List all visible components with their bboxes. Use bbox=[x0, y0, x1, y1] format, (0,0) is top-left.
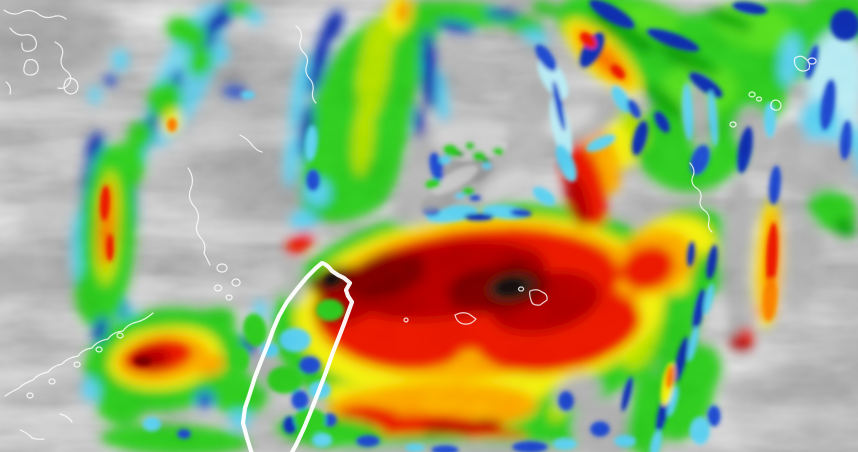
yaeyama-islands-outline bbox=[403, 286, 548, 325]
china-coastline-southwest bbox=[4, 312, 154, 440]
china-coastline-northwest bbox=[3, 9, 79, 95]
taiwan-coastline bbox=[240, 260, 355, 452]
ryukyu-islands-outline bbox=[689, 55, 817, 233]
china-coastline-west bbox=[187, 25, 317, 301]
coastlines bbox=[3, 9, 817, 440]
